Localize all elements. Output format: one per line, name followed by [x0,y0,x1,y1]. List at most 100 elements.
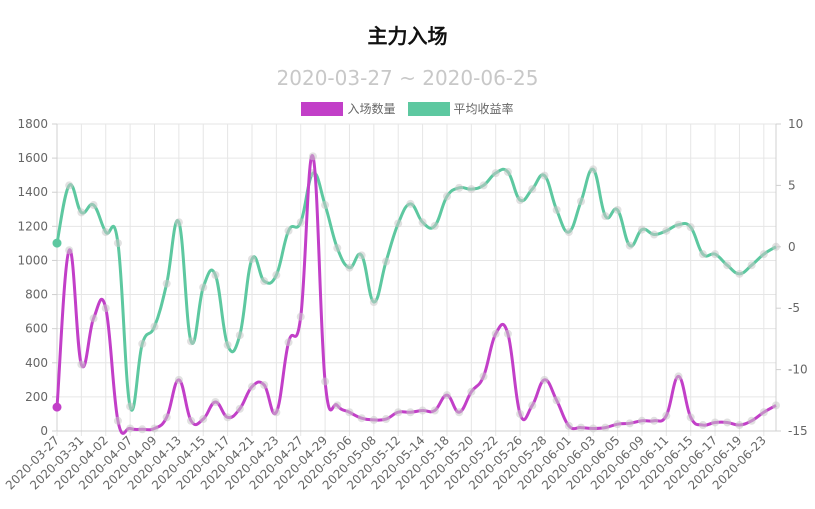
data-point-avg-return [77,208,86,217]
data-point-entry-count [126,424,135,433]
data-point-avg-return [747,261,756,270]
data-point-avg-return [723,261,732,270]
data-point-avg-return [406,199,415,208]
data-point-avg-return [296,218,305,227]
data-point-entry-count [113,416,122,425]
data-point-entry-count [735,421,744,430]
data-point-entry-count [89,314,98,323]
data-point-avg-return [589,165,598,174]
y-right-tick-label: -10 [788,363,808,377]
data-point-avg-return [528,185,537,194]
data-point-avg-return [260,277,269,286]
y-right-tick-label: -15 [788,424,808,438]
data-point-avg-return [625,241,634,250]
legend-label-avg-return: 平均收益率 [453,102,514,116]
data-point-entry-count [516,409,525,418]
data-point-entry-count [418,406,427,415]
data-point-entry-count [187,416,196,425]
data-point-avg-return [101,228,110,237]
data-point-avg-return [674,220,683,229]
data-point-entry-count [296,312,305,321]
chart-subtitle: 2020-03-27 ~ 2020-06-25 [276,66,539,90]
data-point-avg-return [162,279,171,288]
data-point-entry-count [625,419,634,428]
data-point-avg-return [321,201,330,210]
data-point-avg-return [455,183,464,192]
series-line-avg-return [55,167,777,412]
data-point-entry-count [150,424,159,433]
data-point-entry-count [455,408,464,417]
data-point-entry-count [430,406,439,415]
data-point-avg-return [637,225,646,234]
data-point-avg-return [369,298,378,307]
data-point-entry-count [138,425,147,434]
data-point-avg-return [516,196,525,205]
legend-swatch-avg-return [407,101,450,116]
data-point-entry-count [333,401,342,410]
data-point-avg-return [65,181,74,190]
data-point-entry-count [442,391,451,400]
data-point-entry-count [284,338,293,347]
data-point-avg-return [89,201,98,210]
y-right-tick-label: 10 [788,117,803,131]
data-point-entry-count [174,375,183,384]
data-point-entry-count [589,424,598,433]
y-left-tick-label: 1800 [17,117,48,131]
data-point-avg-return [187,337,196,346]
data-point-avg-return [442,192,451,201]
data-point-avg-return [174,218,183,227]
data-point-avg-return [577,197,586,206]
data-point-entry-count [711,418,720,427]
data-point-entry-count [479,372,488,381]
data-point-entry-count [637,416,646,425]
data-point-entry-count [357,414,366,423]
data-point-entry-count [772,401,780,410]
legend-swatch-entry-count [301,101,344,116]
data-point-avg-return [357,251,366,260]
data-point-avg-return [491,169,500,178]
data-point-entry-count [211,398,220,407]
legend: 入场数量 平均收益率 [0,100,815,117]
data-point-avg-return [711,250,720,259]
data-point-entry-count [503,329,512,338]
data-point-avg-return [418,218,427,227]
data-point-entry-count [698,421,707,430]
data-point-avg-return [223,341,232,350]
data-point-entry-count [247,382,256,391]
data-point-avg-return [503,167,512,176]
data-point-entry-count [674,372,683,381]
data-point-entry-count [260,380,269,389]
data-point-entry-count [528,401,537,410]
data-point-avg-return [759,250,768,259]
y-left-tick-label: 400 [25,356,48,370]
data-point-avg-return [247,255,256,264]
chart-title: 主力入场 [367,24,448,48]
data-point-entry-count [223,413,232,422]
data-point-entry-count [369,415,378,424]
data-point-entry-count [686,413,695,422]
data-point-entry-count [308,152,317,161]
y-right-tick-label: 0 [788,240,796,254]
data-point-avg-return [199,283,208,292]
data-point-entry-count [321,377,330,386]
y-right-tick-label: 5 [788,178,796,192]
first-point-entry-count [52,402,62,412]
data-point-avg-return [698,250,707,259]
data-point-avg-return [552,205,561,214]
data-point-entry-count [491,329,500,338]
data-point-entry-count [272,408,281,417]
data-point-entry-count [540,375,549,384]
legend-item-entry-count[interactable]: 入场数量 [301,100,396,117]
data-point-avg-return [613,205,622,214]
y-left-tick-label: 200 [25,390,48,404]
data-point-entry-count [650,416,659,425]
data-point-avg-return [394,219,403,228]
legend-item-avg-return[interactable]: 平均收益率 [407,100,514,117]
data-point-entry-count [394,408,403,417]
data-point-avg-return [235,331,244,340]
data-point-avg-return [540,171,549,180]
data-point-entry-count [723,418,732,427]
data-point-entry-count [759,408,768,417]
data-point-entry-count [601,423,610,432]
